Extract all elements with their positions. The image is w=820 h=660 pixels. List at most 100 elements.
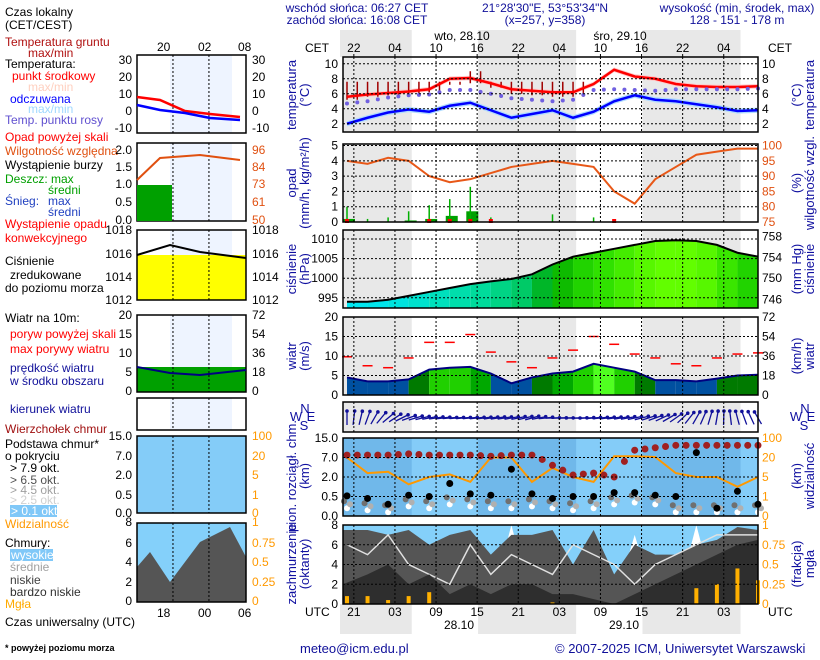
cloud-top-dot xyxy=(641,445,649,453)
axis-title: (m/s) xyxy=(297,341,312,371)
wind-arrow xyxy=(476,416,492,420)
dew-point-dot xyxy=(458,88,463,92)
wind-arrow-head xyxy=(716,409,720,413)
dew-point-dot xyxy=(632,88,637,92)
axis-title: wiatr xyxy=(284,342,299,371)
cloud-top-dot xyxy=(590,469,598,477)
wind-arrow xyxy=(518,415,533,421)
cloud-top-dot xyxy=(692,441,700,449)
axis-tick-label: 6 xyxy=(331,538,338,552)
cloud-base-dot-45 xyxy=(696,505,703,512)
axis-tick-label: 95 xyxy=(762,154,776,168)
wind-arrow-head xyxy=(406,413,410,417)
date-label: 28.10 xyxy=(444,618,474,632)
pressure-area xyxy=(696,240,717,308)
compass-w: W xyxy=(290,409,303,424)
wind-arrow xyxy=(376,412,387,424)
legend-tick-label: 1.0 xyxy=(115,177,132,191)
utc-tick: 15 xyxy=(635,605,649,619)
legend-fog: Mgła xyxy=(5,597,31,611)
axis-tick-label: 5 xyxy=(762,470,769,484)
cloud-top-dot xyxy=(662,443,670,451)
legend-tick-label: 2.0 xyxy=(115,143,132,157)
axis-tick-label: 4 xyxy=(331,154,338,168)
wind-arrow-head xyxy=(368,409,372,414)
legend-humidity: Wilgotność względna xyxy=(5,144,118,158)
axis-title: wiatr xyxy=(802,342,817,371)
night-band xyxy=(478,144,577,222)
dew-point-dot xyxy=(694,87,699,92)
legend-tick-label: 30 xyxy=(252,53,266,67)
axis-title: pion. rozciągł. chm. xyxy=(284,420,299,532)
wind-arrow xyxy=(600,416,615,420)
legend-cloud-fill xyxy=(137,527,246,602)
legend-pressure: Ciśnienie xyxy=(5,254,55,268)
cloud-top-dot xyxy=(466,451,474,459)
wind-arrow xyxy=(741,411,748,425)
wind-area xyxy=(675,380,697,395)
axis-tick-label: 0 xyxy=(762,388,769,402)
night-band-header xyxy=(340,30,412,57)
legend-local-time: Czas lokalny xyxy=(5,5,73,19)
cet-tick: 16 xyxy=(470,41,484,55)
dew-point-dot xyxy=(653,88,658,93)
axis-tick-label: 1005 xyxy=(311,252,338,266)
cloud-top-dot xyxy=(497,452,505,460)
cloud-base-dot-65 xyxy=(587,498,594,505)
dew-point-dot xyxy=(571,97,576,102)
cloud-base-dot-79 xyxy=(631,489,639,497)
fog-bar xyxy=(406,596,411,604)
wind-arrow-head xyxy=(653,414,657,418)
axis-tick-label: 36 xyxy=(762,349,776,363)
legend-ground-temp: Temperatura gruntu xyxy=(5,35,110,49)
axis-tick-label: 0 xyxy=(331,215,338,229)
axis-tick-label: 72 xyxy=(762,310,776,324)
contact-email-link[interactable]: meteo@icm.edu.pl xyxy=(300,641,409,656)
legend-night-band xyxy=(170,398,232,430)
wind-arrow xyxy=(627,415,642,421)
wind-arrow xyxy=(395,414,409,422)
utc-label-right: UTC xyxy=(768,605,793,619)
cloud-base-dot-79 xyxy=(487,491,495,499)
legend-tick-label: -10 xyxy=(115,121,133,135)
utc-tick: 09 xyxy=(429,605,443,619)
wind-arrow xyxy=(613,416,629,420)
legend-tick-label: 0 xyxy=(252,594,259,608)
legend-tick-label: 15 xyxy=(119,327,133,341)
legend-clouds-title: Chmury: xyxy=(5,536,50,550)
dew-point-dot xyxy=(468,88,473,92)
cloud-base-dot-79 xyxy=(466,490,474,498)
legend-cloud-verylow: bardzo niskie xyxy=(10,585,81,599)
legend-tick-label: 20 xyxy=(252,449,266,463)
night-band xyxy=(343,144,412,222)
footnote: * powyżej poziomu morza xyxy=(5,643,116,653)
dew-point-dot xyxy=(663,88,668,92)
night-band xyxy=(343,230,412,308)
wind-arrow-head xyxy=(536,414,541,418)
wind-area xyxy=(634,371,656,395)
legend-tick-label: 1012 xyxy=(252,293,279,307)
wind-arrow-head xyxy=(420,414,425,418)
wind-area xyxy=(593,363,615,395)
legend-gust-over: poryw powyżej skali xyxy=(10,327,116,341)
legend-tick-label: 0 xyxy=(252,506,259,520)
pressure-area xyxy=(675,240,697,308)
axis-title: mgła xyxy=(802,549,817,578)
legend-snow-max: max xyxy=(48,194,71,208)
cloud-top-dot xyxy=(631,446,639,454)
fog-bar xyxy=(694,588,699,604)
cloud-top-dot xyxy=(579,470,587,478)
panel-frame-wind xyxy=(342,316,759,396)
axis-tick-label: 4 xyxy=(762,102,769,116)
rain-bar xyxy=(466,211,479,222)
legend-tick: 18 xyxy=(157,606,171,620)
utc-tick: 15 xyxy=(470,605,484,619)
wind-arrow xyxy=(648,414,663,422)
pressure-area xyxy=(737,252,758,308)
legend-tick-label: 1 xyxy=(252,515,259,529)
cloud-base-dot-45 xyxy=(614,497,621,504)
legend-tick-label: 7.0 xyxy=(115,449,132,463)
wind-arrow xyxy=(620,416,635,420)
cloud-mid-line xyxy=(346,533,758,586)
